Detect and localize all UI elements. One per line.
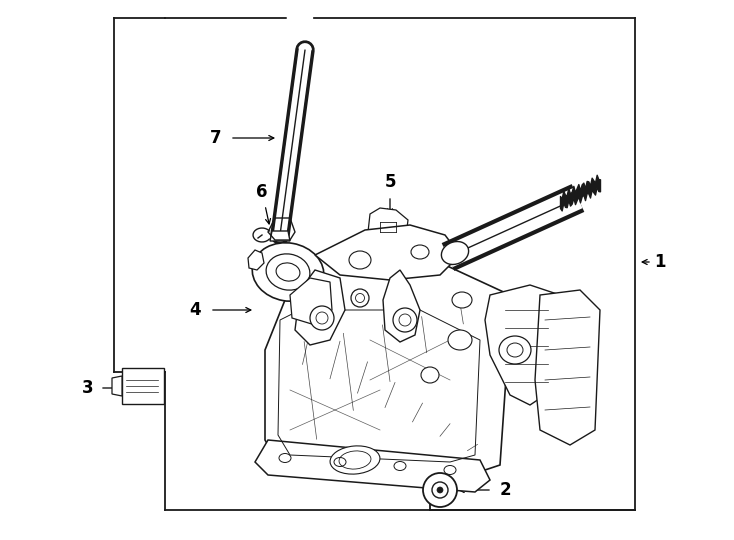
Ellipse shape (499, 336, 531, 364)
Polygon shape (368, 208, 408, 244)
Polygon shape (290, 278, 332, 325)
Text: 2: 2 (499, 481, 511, 499)
Ellipse shape (351, 289, 369, 307)
Text: 3: 3 (82, 379, 94, 397)
Polygon shape (295, 270, 345, 345)
Ellipse shape (441, 241, 468, 265)
Ellipse shape (423, 473, 457, 507)
Text: 6: 6 (256, 183, 268, 201)
Polygon shape (248, 250, 264, 270)
Polygon shape (255, 440, 490, 492)
Ellipse shape (448, 330, 472, 350)
Polygon shape (270, 231, 290, 241)
Ellipse shape (437, 487, 443, 493)
Text: 1: 1 (654, 253, 666, 271)
Ellipse shape (252, 243, 324, 301)
Ellipse shape (330, 446, 380, 474)
Text: 7: 7 (210, 129, 222, 147)
Polygon shape (112, 376, 122, 396)
Polygon shape (122, 368, 164, 404)
Polygon shape (535, 290, 600, 445)
Polygon shape (485, 285, 565, 405)
Polygon shape (383, 270, 420, 342)
Polygon shape (265, 258, 510, 475)
Ellipse shape (421, 367, 439, 383)
Text: 5: 5 (385, 173, 396, 191)
Ellipse shape (393, 308, 417, 332)
Ellipse shape (452, 292, 472, 308)
Ellipse shape (310, 306, 334, 330)
Text: 4: 4 (189, 301, 201, 319)
Polygon shape (315, 225, 460, 280)
